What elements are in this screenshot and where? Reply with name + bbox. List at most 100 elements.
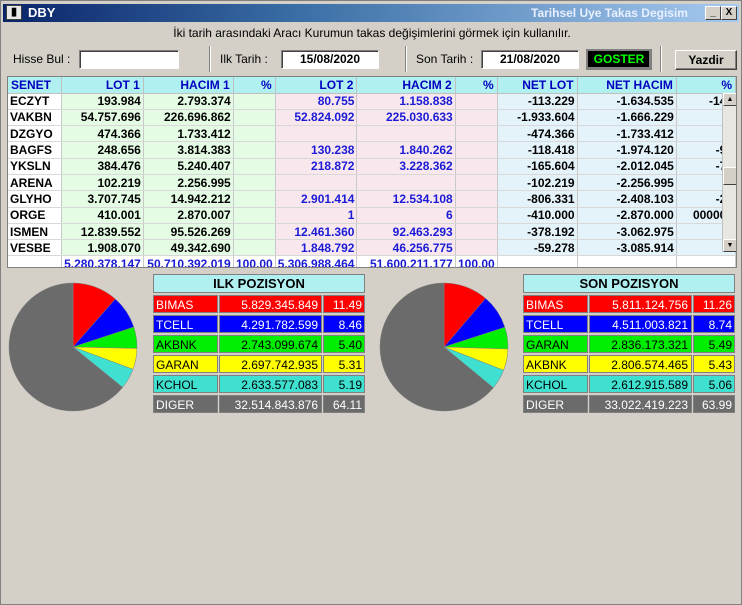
position-percent: 5.19 — [323, 375, 365, 393]
divider — [405, 46, 407, 72]
table-cell — [455, 174, 498, 192]
table-cell — [455, 190, 498, 208]
total-cell — [676, 255, 736, 267]
position-name: KCHOL — [523, 375, 588, 393]
table-cell — [233, 141, 276, 159]
vertical-scrollbar[interactable]: ▲ ▼ — [722, 93, 736, 252]
table-row[interactable]: GLYHO 3.707.745 14.942.212 2.901.414 12.534.… — [8, 190, 736, 208]
column-header[interactable]: LOT 1 — [61, 77, 144, 94]
table-cell: 226.696.862 — [143, 109, 234, 127]
column-header[interactable]: HACIM 2 — [356, 77, 456, 94]
column-header[interactable]: % — [676, 77, 736, 94]
table-cell: 54.757.696 — [61, 109, 144, 127]
table-cell — [356, 174, 456, 192]
table-cell — [356, 125, 456, 143]
column-header[interactable]: NET HACIM — [577, 77, 677, 94]
table-cell: 000000 — [676, 207, 736, 224]
table-cell: -2.012.045 — [577, 158, 677, 175]
table-cell: -474.366 — [497, 125, 578, 143]
table-cell: 3.228.362 — [356, 158, 456, 175]
table-row[interactable]: ISMEN 12.839.552 95.526.269 12.461.360 92.46… — [8, 223, 736, 241]
position-row: KCHOL 2.633.577.083 5.19 — [153, 375, 365, 393]
column-header[interactable]: HACIM 1 — [143, 77, 234, 94]
table-cell — [233, 207, 276, 224]
table-row[interactable]: DZGYO 474.366 1.733.412 -474.366 -1.733.412 — [8, 125, 736, 143]
position-value: 2.633.577.083 — [219, 375, 322, 393]
table-cell: -165.604 — [497, 158, 578, 175]
table-cell — [233, 109, 276, 127]
table-cell: 2.793.374 — [143, 93, 234, 110]
scroll-thumb[interactable] — [723, 167, 736, 185]
scroll-up-icon[interactable]: ▲ — [723, 93, 736, 106]
last-position-pie — [379, 282, 509, 412]
table-cell: -3.085.914 — [577, 239, 677, 257]
table-row[interactable]: BAGFS 248.656 3.814.383 130.238 1.840.262 -11… — [8, 141, 736, 159]
minimize-button[interactable]: _ — [705, 6, 721, 20]
table-cell — [455, 223, 498, 241]
total-cell: 5.306.988.464 — [275, 255, 358, 267]
table-cell: VESBE — [8, 239, 63, 257]
table-cell: 218.872 — [275, 158, 358, 175]
title-bar[interactable]: ▮ DBY Tarihsel Uye Takas Degisim _ X — [3, 4, 739, 22]
column-header[interactable]: LOT 2 — [275, 77, 358, 94]
table-cell — [233, 158, 276, 175]
takas-table[interactable]: SENET LOT 1 HACIM 1% LOT 2 HACIM 2% NET LOT NE… — [7, 76, 737, 268]
table-cell: 6 — [356, 207, 456, 224]
first-date-field[interactable]: 15/08/2020 — [281, 50, 379, 69]
table-cell: 12.461.360 — [275, 223, 358, 241]
position-row: GARAN 2.697.742.935 5.31 — [153, 355, 365, 373]
position-value: 2.836.173.321 — [589, 335, 692, 353]
table-row[interactable]: ECZYT 193.984 2.793.374 80.755 1.158.838 -113… — [8, 93, 736, 110]
column-header[interactable]: NET LOT — [497, 77, 578, 94]
table-row[interactable]: YKSLN 384.476 5.240.407 218.872 3.228.362 -16… — [8, 158, 736, 175]
table-cell: -806.331 — [497, 190, 578, 208]
position-value: 2.697.742.935 — [219, 355, 322, 373]
position-percent: 5.49 — [693, 335, 735, 353]
scroll-down-icon[interactable]: ▼ — [723, 239, 736, 252]
position-value: 4.291.782.599 — [219, 315, 322, 333]
position-name: KCHOL — [153, 375, 218, 393]
position-name: AKBNK — [523, 355, 588, 373]
table-cell: 1.733.412 — [143, 125, 234, 143]
table-cell — [233, 223, 276, 241]
close-button[interactable]: X — [721, 6, 737, 20]
table-row[interactable]: VAKBN 54.757.696 226.696.862 52.824.092 225.… — [8, 109, 736, 127]
show-button[interactable]: GOSTER — [586, 49, 652, 70]
table-cell: 46.256.775 — [356, 239, 456, 257]
divider — [209, 46, 211, 72]
table-cell: 248.656 — [61, 141, 144, 159]
column-header[interactable]: % — [233, 77, 276, 94]
position-row: BIMAS 5.811.124.756 11.26 — [523, 295, 735, 313]
table-row[interactable]: ORGE 410.001 2.870.007 1 6 -410.000 -2.870.000… — [8, 207, 736, 224]
table-cell — [233, 93, 276, 110]
table-row[interactable]: ARENA 102.219 2.256.995 -102.219 -2.256.995 — [8, 174, 736, 192]
table-cell: 1.158.838 — [356, 93, 456, 110]
search-input[interactable] — [79, 50, 179, 69]
table-cell: -1.974.120 — [577, 141, 677, 159]
column-header[interactable]: % — [455, 77, 498, 94]
position-row: DIGER 33.022.419.223 63.99 — [523, 395, 735, 413]
table-cell: -113.229 — [497, 93, 578, 110]
table-cell — [455, 239, 498, 257]
totals-row: 5.280.378.147 50.710.392.019 100,00 5.306.9… — [8, 255, 736, 267]
search-label: Hisse Bul : — [13, 52, 71, 66]
last-date-field[interactable]: 21/08/2020 — [481, 50, 579, 69]
table-row[interactable]: VESBE 1.908.070 49.342.690 1.848.792 46.256.… — [8, 239, 736, 257]
table-cell: 1.848.792 — [275, 239, 358, 257]
table-cell: -2.256.995 — [577, 174, 677, 192]
table-cell: 12.534.108 — [356, 190, 456, 208]
position-value: 2.806.574.465 — [589, 355, 692, 373]
position-name: BIMAS — [523, 295, 588, 313]
last-date-label: Son Tarih : — [416, 52, 474, 66]
app-menu-icon[interactable]: ▮ — [6, 5, 22, 20]
print-button[interactable]: Yazdir — [675, 50, 737, 70]
first-date-label: Ilk Tarih : — [220, 52, 268, 66]
position-row: DIGER 32.514.843.876 64.11 — [153, 395, 365, 413]
table-cell — [455, 141, 498, 159]
table-cell — [455, 158, 498, 175]
column-header[interactable]: SENET — [8, 77, 63, 94]
position-row: TCELL 4.511.003.821 8.74 — [523, 315, 735, 333]
table-cell: -1.666.229 — [577, 109, 677, 127]
position-value: 5.811.124.756 — [589, 295, 692, 313]
position-name: TCELL — [523, 315, 588, 333]
